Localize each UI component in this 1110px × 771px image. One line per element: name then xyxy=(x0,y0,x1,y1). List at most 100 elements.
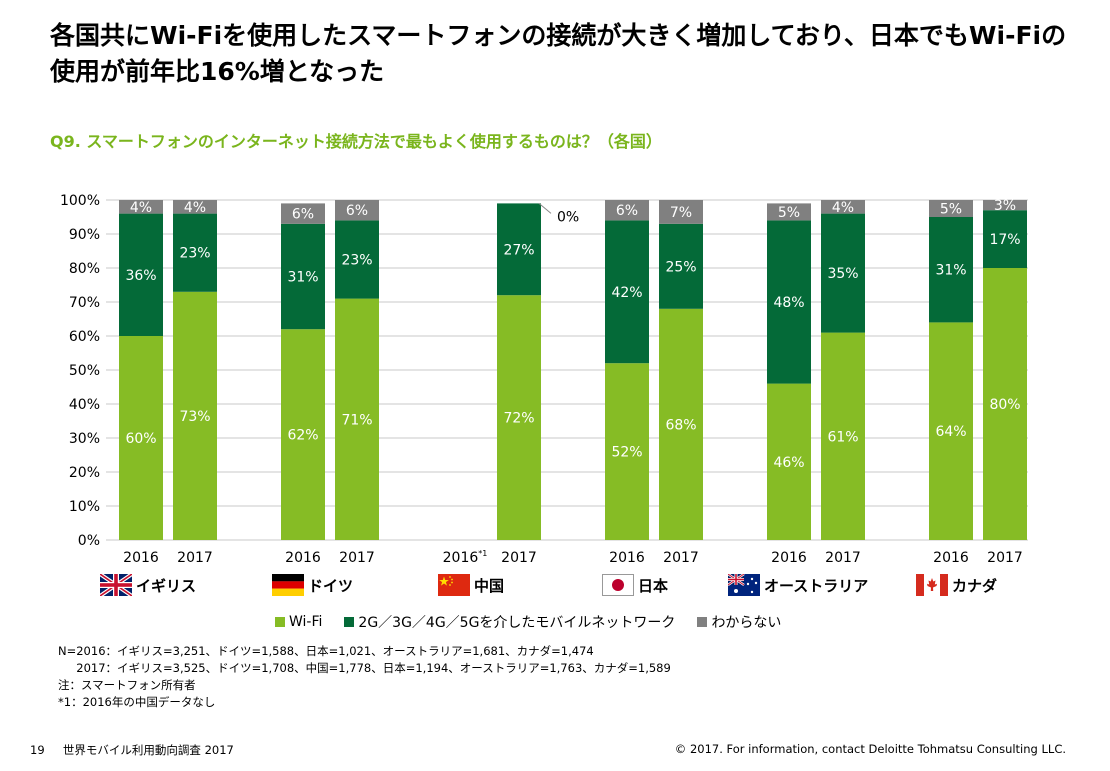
legend-item-unknown: わからない xyxy=(697,612,781,632)
bar-wifi xyxy=(173,291,217,540)
bar-wifi xyxy=(659,308,703,540)
x-tick-label: 2016 xyxy=(609,550,645,566)
bar-wifi xyxy=(821,332,865,540)
bar-mobile xyxy=(173,213,217,292)
legend-item-wifi: Wi-Fi xyxy=(275,614,322,630)
legend-swatch-mobile xyxy=(344,617,355,627)
bar-wifi xyxy=(497,295,541,540)
legend-label: 2G／3G／4G／5Gを介したモバイルネットワーク xyxy=(358,615,676,631)
x-tick-label: 2017 xyxy=(501,550,537,566)
data-label-wifi: 72% xyxy=(503,411,534,427)
country-label-australia: オーストラリア xyxy=(728,574,868,596)
bar-wifi xyxy=(605,363,649,540)
bar-wifi xyxy=(983,268,1027,540)
page-number: 19 xyxy=(30,743,45,757)
data-label-unknown: 5% xyxy=(940,202,962,218)
country-name: カナダ xyxy=(952,576,998,595)
data-label-wifi: 52% xyxy=(611,445,642,461)
uk-flag-icon xyxy=(100,574,132,596)
bar-wifi xyxy=(335,298,379,540)
data-label-unknown: 0% xyxy=(557,209,579,225)
data-label-mobile: 31% xyxy=(935,263,966,279)
bar-unknown xyxy=(767,203,811,221)
x-tick-label: 2017 xyxy=(177,550,213,566)
bar-unknown xyxy=(119,200,163,214)
legend-swatch-wifi xyxy=(275,617,285,627)
data-label-mobile: 27% xyxy=(503,242,534,258)
bar-wifi xyxy=(929,322,973,540)
bar-unknown xyxy=(821,200,865,214)
country-label-china: 中国 xyxy=(438,574,504,596)
y-tick-label: 100% xyxy=(60,193,100,209)
bar-unknown xyxy=(605,200,649,221)
y-tick-label: 90% xyxy=(69,227,100,243)
x-tick-label: 2016 xyxy=(771,550,807,566)
data-label-mobile: 31% xyxy=(287,270,318,286)
legend-label: Wi-Fi xyxy=(289,614,323,630)
data-label-mobile: 42% xyxy=(611,285,642,301)
data-label-mobile: 36% xyxy=(125,268,156,284)
country-label-japan: 日本 xyxy=(602,574,668,596)
data-label-unknown: 6% xyxy=(346,203,368,219)
data-label-unknown: 6% xyxy=(616,203,638,219)
bar-mobile xyxy=(497,203,541,296)
x-tick-label: 2016 xyxy=(285,550,321,566)
canada-flag-icon xyxy=(916,574,948,596)
y-tick-label: 50% xyxy=(69,363,100,379)
bar-mobile xyxy=(767,220,811,384)
page-title: 各国共にWi-Fiを使用したスマートフォンの接続が大きく増加しており、日本でもW… xyxy=(50,21,1067,86)
bar-wifi xyxy=(281,329,325,540)
x-tick-label: 2017 xyxy=(987,550,1023,566)
data-label-wifi: 46% xyxy=(773,455,804,471)
bar-mobile xyxy=(605,220,649,364)
footer-left: 19 世界モバイル利用動向調査 2017 xyxy=(30,742,234,758)
y-tick-label: 70% xyxy=(69,295,100,311)
note-sample-2016: N=2016：イギリス=3,251、ドイツ=1,588、日本=1,021、オース… xyxy=(58,644,594,658)
japan-flag-icon xyxy=(602,574,634,596)
data-label-mobile: 48% xyxy=(773,295,804,311)
bar-mobile xyxy=(119,213,163,336)
data-label-unknown: 6% xyxy=(292,207,314,223)
country-name: 日本 xyxy=(638,576,669,595)
country-name: ドイツ xyxy=(308,576,354,595)
bar-mobile xyxy=(659,223,703,309)
bar-unknown xyxy=(983,200,1027,211)
data-label-mobile: 25% xyxy=(665,259,696,275)
country-label-canada: カナダ xyxy=(916,574,997,596)
chart-legend: Wi-Fi 2G／3G／4G／5Gを介したモバイルネットワーク わからない xyxy=(275,612,803,632)
data-label-wifi: 62% xyxy=(287,428,318,444)
data-label-wifi: 68% xyxy=(665,417,696,433)
x-tick-label: 2017 xyxy=(825,550,861,566)
country-label-germany: ドイツ xyxy=(272,574,353,596)
y-tick-label: 10% xyxy=(69,499,100,515)
data-label-wifi: 64% xyxy=(935,424,966,440)
y-tick-label: 40% xyxy=(69,397,100,413)
data-label-unknown: 4% xyxy=(130,200,152,216)
y-tick-label: 80% xyxy=(69,261,100,277)
legend-item-mobile: 2G／3G／4G／5Gを介したモバイルネットワーク xyxy=(344,612,675,632)
y-tick-label: 0% xyxy=(78,533,100,549)
bar-mobile xyxy=(281,223,325,330)
y-tick-label: 60% xyxy=(69,329,100,345)
x-tick-label: 2016 xyxy=(933,550,969,566)
data-label-wifi: 73% xyxy=(179,409,210,425)
bar-mobile xyxy=(821,213,865,333)
copyright: © 2017. For information, contact Deloitt… xyxy=(674,742,1066,756)
data-label-wifi: 71% xyxy=(341,412,372,428)
note-respondents: 注：スマートフォン所有者 xyxy=(58,678,196,692)
bar-unknown xyxy=(659,200,703,224)
bar-wifi xyxy=(119,336,163,540)
data-label-unknown: 4% xyxy=(184,200,206,216)
bar-unknown xyxy=(281,203,325,224)
country-name: 中国 xyxy=(474,576,505,595)
document-name: 世界モバイル利用動向調査 2017 xyxy=(62,743,234,757)
y-tick-label: 30% xyxy=(69,431,100,447)
data-label-mobile: 23% xyxy=(341,253,372,269)
country-name: オーストラリア xyxy=(764,576,869,595)
chart-subtitle: Q9. スマートフォンのインターネット接続方法で最もよく使用するものは？（各国） xyxy=(50,132,662,151)
data-label-unknown: 5% xyxy=(778,205,800,221)
x-tick-label: 2016*1 xyxy=(443,549,488,566)
footnotes: N=2016：イギリス=3,251、ドイツ=1,588、日本=1,021、オース… xyxy=(58,643,671,711)
bar-mobile xyxy=(929,217,973,323)
